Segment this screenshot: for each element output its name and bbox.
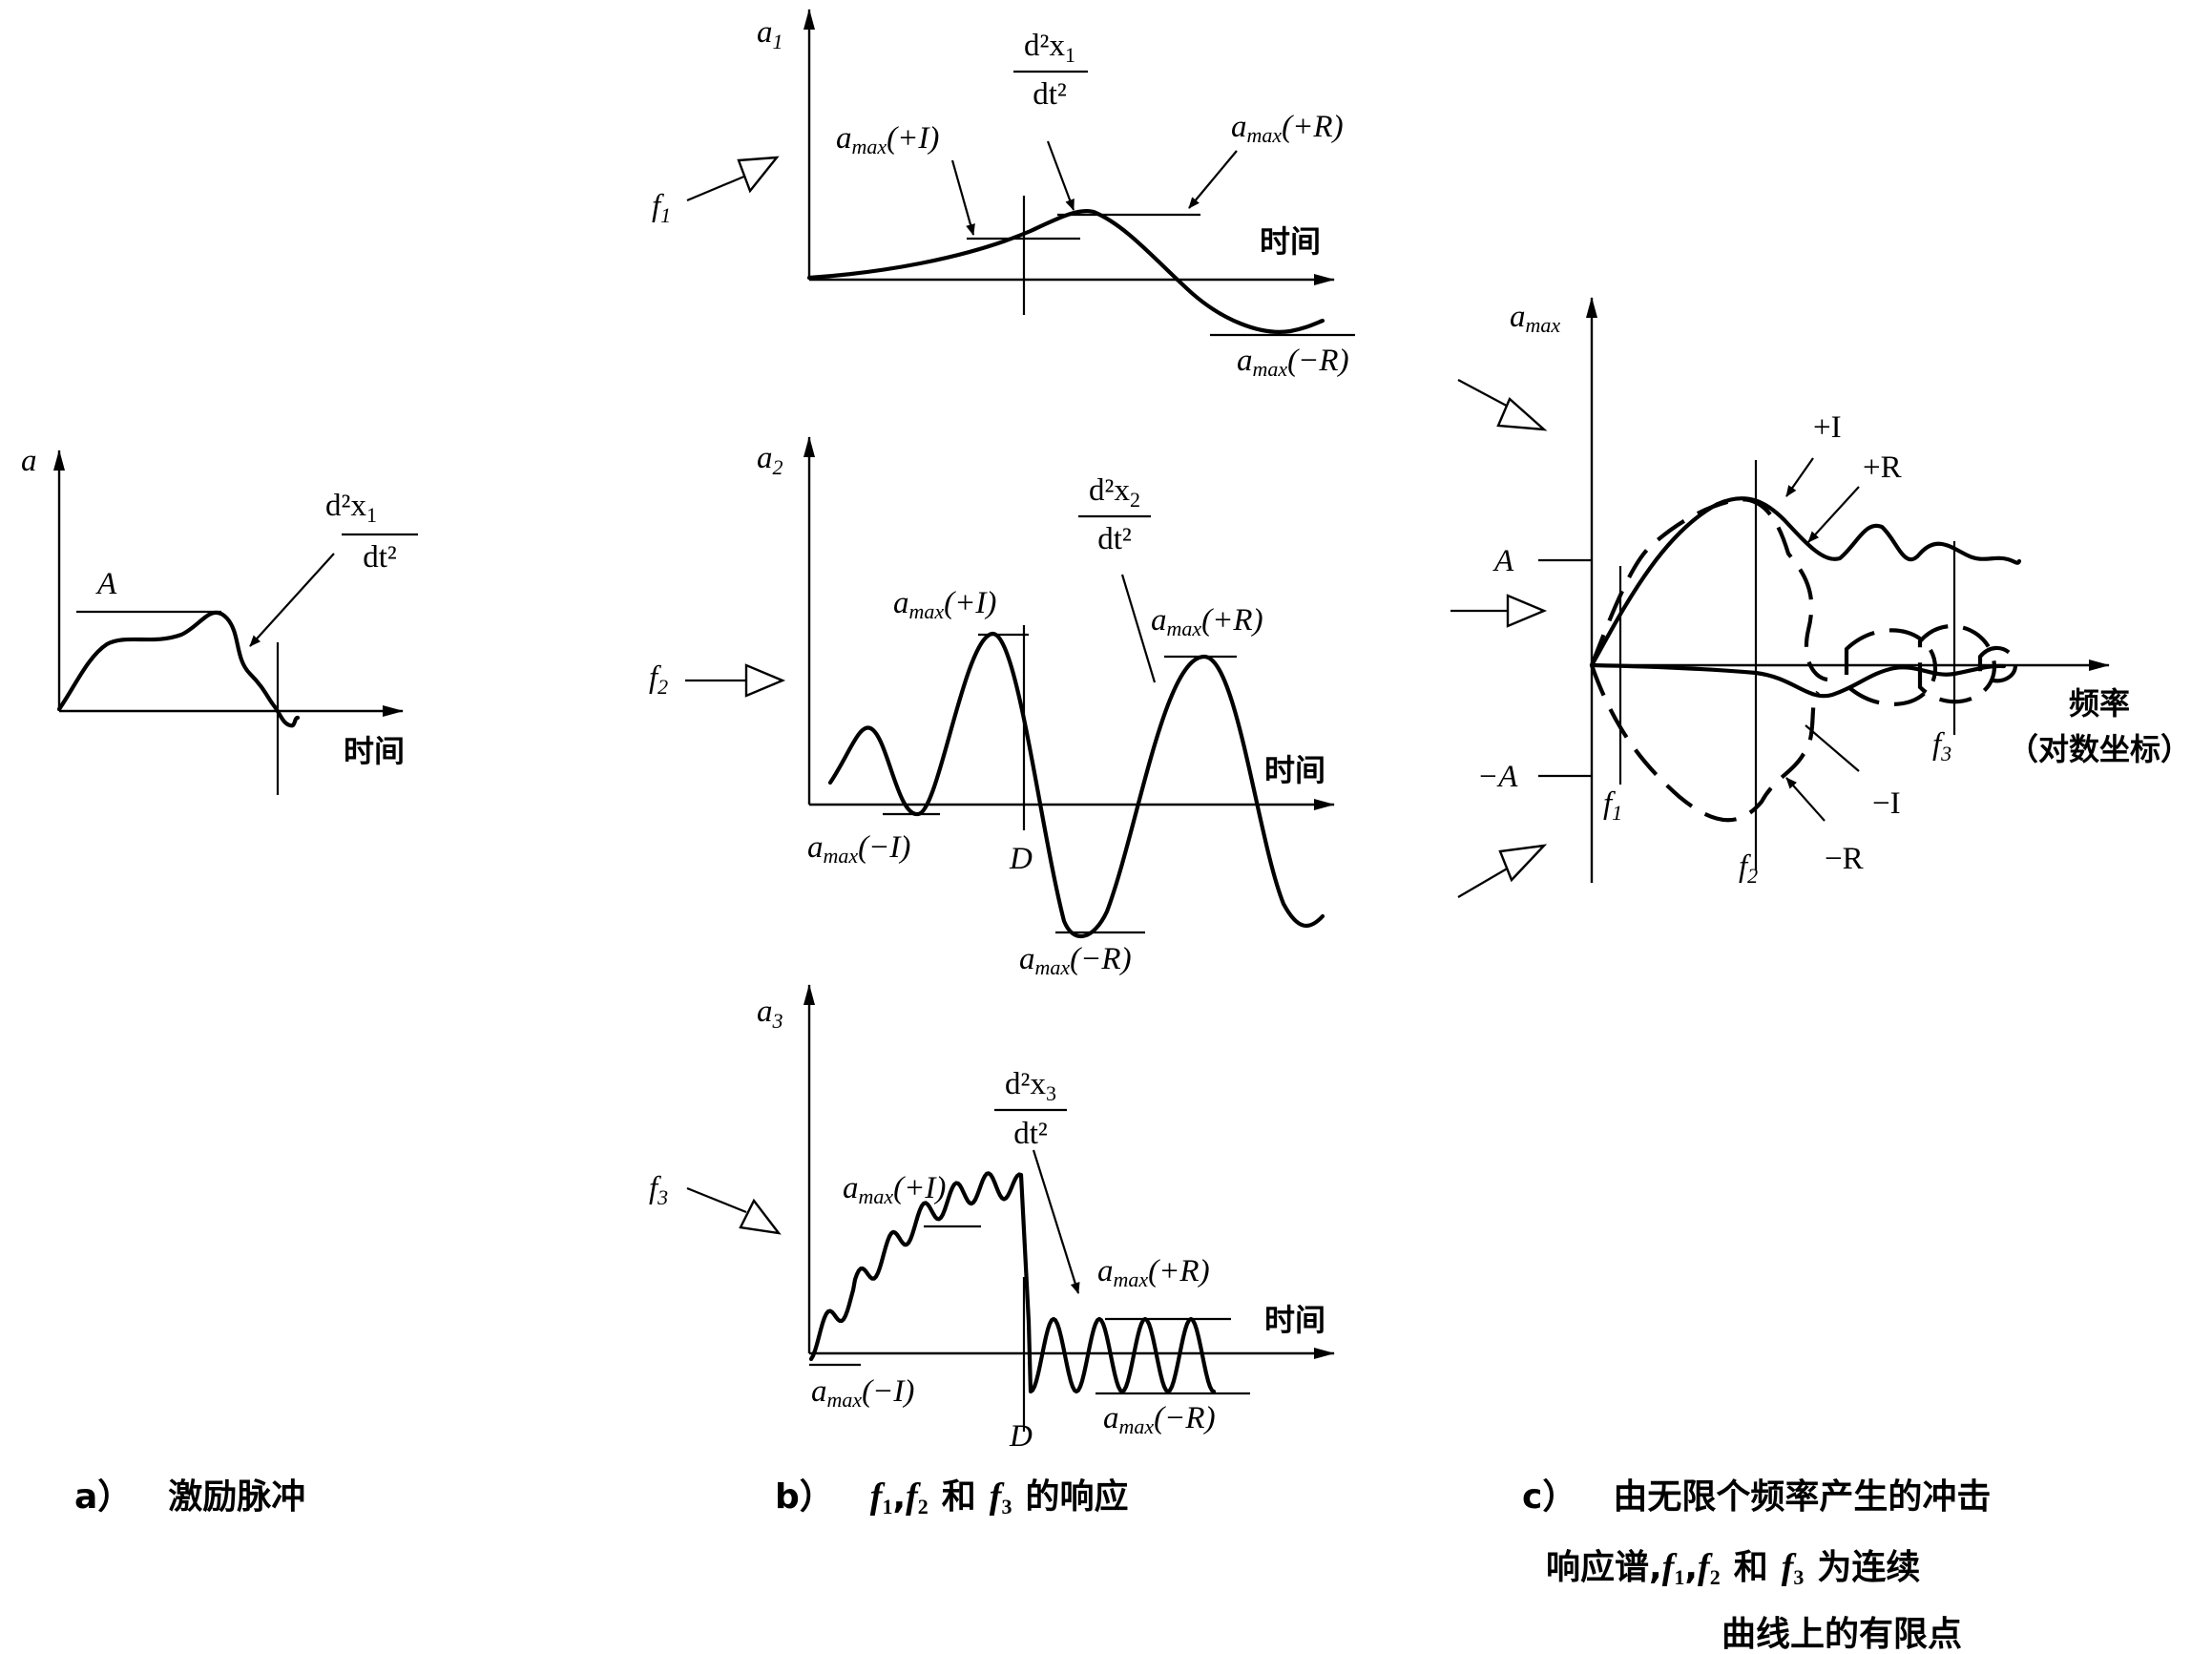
panel-b-r3-pos-r-label: amax(+R) [1097, 1254, 1210, 1291]
caption-c-line2: 响应谱,f1,f2 和 f3 为连续 [1546, 1547, 1920, 1589]
panel-c-x-axis-label-line2: （对数坐标） [2008, 731, 2191, 767]
panel-c-pos-r-label: +R [1863, 450, 1902, 485]
panel-b-r2-duration-label: D [1009, 842, 1033, 876]
panel-a-y-axis-label: a [21, 444, 37, 478]
panel-b-r1-pos-r-pointer [1188, 150, 1238, 209]
panel-c-neg-i-pointer [1805, 724, 1860, 772]
panel-b-r1-response-curve [806, 209, 1325, 334]
panel-b-r2-x-axis-label: 时间 [1264, 752, 1325, 788]
panel-c-neg-r-pointer [1785, 777, 1826, 822]
panel-c-spectrum-loop-2 [1917, 623, 1997, 704]
panel-b-r3-curve-pointer [1032, 1149, 1080, 1294]
panel-b-r3-duration-label: D [1009, 1419, 1033, 1454]
panel-b-r1-pos-r-label: amax(+R) [1231, 110, 1344, 147]
panel-b-r1-curve-label-num: d²x1 [1024, 29, 1075, 67]
panel-b-r2-curve-label-den: dt² [1097, 522, 1132, 556]
panel-b-response-f3: a3 d²x3 dt² amax(+I) amax(+R) amax(−I) D… [649, 984, 1335, 1454]
panel-a-pulse-curve [56, 610, 301, 728]
panel-c-pos-i-pointer [1785, 457, 1814, 497]
panel-c-pos-r-pointer [1807, 486, 1860, 543]
panel-b-r3-input-arrow-icon [739, 1198, 782, 1235]
panel-b-r1-input-label: f1 [652, 189, 671, 227]
panel-b-response-f2: a2 d²x2 dt² amax(+I) amax(+R) amax(−I) D… [649, 436, 1335, 979]
panel-b-r2-pos-i-label: amax(+I) [893, 586, 996, 623]
panel-c-neg-r-curve [1590, 664, 1820, 823]
panel-b-r1-input-arrow-icon [737, 156, 780, 194]
panel-c-spectrum-loop-1 [1844, 628, 1938, 706]
captions: a） 激励脉冲 b） f1,f2 和 f3 的响应 c） 由无限个频率产生的冲击 响应谱,f… [74, 1476, 1991, 1654]
panel-b-r1-x-axis-label: 时间 [1260, 223, 1321, 260]
panel-b-r3-y-axis-label: a3 [757, 994, 783, 1033]
panel-c-neg-i-label: −I [1872, 786, 1901, 821]
panel-c-neg-i-curve [1589, 662, 2007, 699]
panel-b-r1-pos-i-pointer [950, 159, 975, 236]
panel-b-r3-neg-i-label: amax(−I) [811, 1374, 914, 1412]
panel-c-level-neg-label: −A [1477, 760, 1518, 794]
panel-c-pos-i-curve [1590, 497, 1828, 682]
panel-b-r3-neg-r-label: amax(−R) [1103, 1401, 1216, 1438]
panel-c-shock-response-spectrum: amax A −A +I +R −I −R f1 f2 f3 频率 （对数坐标） [1450, 297, 2191, 898]
panel-c-input-3-arrow-icon [1498, 844, 1548, 883]
panel-c-f3-label: f3 [1932, 727, 1951, 765]
panel-b-r3-input-shaft [686, 1186, 747, 1214]
panel-c-level-pos-label: A [1492, 544, 1514, 578]
panel-b-r1-pos-i-label: amax(+I) [836, 121, 939, 158]
panel-b-r1-input-shaft [686, 174, 747, 202]
panel-b-r3-response-curve [808, 1171, 1217, 1394]
caption-c-line1: c） 由无限个频率产生的冲击 [1522, 1477, 1991, 1517]
panel-c-input-1-arrow-icon [1496, 396, 1548, 431]
panel-b-r1-neg-r-label: amax(−R) [1237, 344, 1349, 381]
panel-a-x-axis-label: 时间 [344, 733, 405, 769]
panel-b-r3-pos-i-label: amax(+I) [843, 1171, 946, 1208]
panel-a-curve-label-den: dt² [363, 540, 397, 575]
panel-c-x-axis-label-line1: 频率 [2069, 685, 2130, 722]
panel-b-r2-neg-r-label: amax(−R) [1019, 942, 1132, 979]
panel-b-r2-y-axis-label: a2 [757, 441, 783, 479]
panel-a-curve-pointer [249, 553, 335, 647]
panel-c-input-3-shaft [1457, 863, 1516, 898]
panel-c-f1-label: f1 [1603, 786, 1622, 825]
panel-b-r2-curve-pointer [1120, 574, 1157, 683]
caption-a: a） 激励脉冲 [74, 1477, 305, 1517]
panel-b-r3-input-label: f3 [649, 1171, 668, 1209]
panel-c-y-axis-label: amax [1510, 300, 1560, 337]
panel-b-response-f1: a1 amax(+I) d²x1 dt² amax(+R) amax(−R) 时… [652, 9, 1355, 381]
panel-b-r2-neg-i-label: amax(−I) [807, 830, 910, 868]
panel-c-neg-r-label: −R [1825, 842, 1864, 876]
panel-c-input-2-arrow-icon [1506, 594, 1548, 628]
panel-b-r2-input-label: f2 [649, 660, 668, 699]
panel-b-r1-curve-label-den: dt² [1033, 77, 1067, 112]
panel-c-spectrum-loop-3 [1977, 645, 2018, 683]
panel-b-r2-response-curve [827, 631, 1325, 939]
caption-b: b） f1,f2 和 f3 的响应 [775, 1476, 1128, 1518]
panel-b-r2-pos-r-label: amax(+R) [1151, 603, 1263, 640]
panel-b-r3-curve-label-num: d²x3 [1005, 1067, 1056, 1105]
caption-c-line3: 曲线上的有限点 [1722, 1615, 1962, 1654]
panel-c-pos-i-label: +I [1813, 410, 1842, 445]
panel-a-curve-label-num: d²x1 [325, 489, 377, 527]
panel-b-r3-curve-label-den: dt² [1013, 1117, 1048, 1151]
panel-b-r2-input-arrow-icon [744, 663, 786, 698]
panel-b-r1-y-axis-label: a1 [757, 15, 783, 53]
panel-a-level-label: A [95, 567, 117, 601]
panel-b-r3-x-axis-label: 时间 [1264, 1302, 1325, 1338]
panel-b-r1-curve-pointer [1046, 140, 1075, 211]
panel-a-excitation-pulse: a A d²x1 dt² 时间 [21, 444, 418, 795]
panel-b-r2-curve-label-num: d²x2 [1089, 473, 1140, 512]
